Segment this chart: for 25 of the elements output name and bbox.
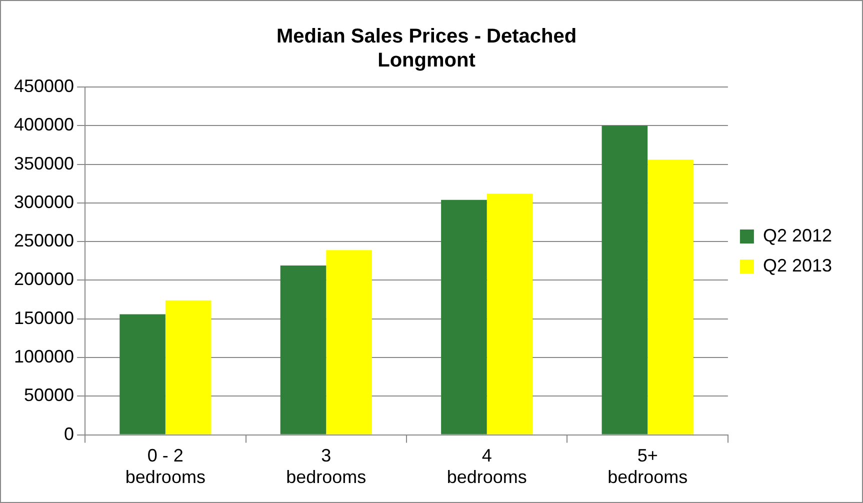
bar — [120, 314, 166, 434]
y-tick-label: 400000 — [14, 114, 74, 135]
x-tick-label: 5+ bedrooms — [608, 446, 688, 488]
y-tick-label: 50000 — [24, 385, 74, 406]
bar — [280, 266, 326, 434]
legend-label: Q2 2013 — [762, 255, 832, 276]
bar — [326, 250, 372, 434]
chart-title: Median Sales Prices - Detached Longmont — [276, 26, 577, 72]
y-tick-label: 150000 — [14, 308, 74, 328]
y-tick-label: 250000 — [14, 230, 74, 251]
y-tick-label: 350000 — [14, 153, 74, 174]
bar — [602, 126, 648, 434]
x-tick-label: 0 - 2 bedrooms — [125, 446, 206, 488]
y-tick-label: 0 — [64, 424, 74, 444]
y-tick-label: 100000 — [14, 346, 74, 366]
x-tick-label: 3 bedrooms — [286, 446, 366, 488]
y-tick-label: 450000 — [14, 76, 74, 96]
bar — [486, 194, 533, 434]
y-tick-label: 300000 — [14, 192, 74, 212]
x-tick-label: 4 bedrooms — [446, 446, 527, 488]
bar — [648, 160, 694, 434]
legend-label: Q2 2012 — [762, 225, 832, 246]
bar — [441, 200, 487, 434]
bar — [165, 300, 212, 434]
y-tick-label: 200000 — [14, 269, 74, 290]
